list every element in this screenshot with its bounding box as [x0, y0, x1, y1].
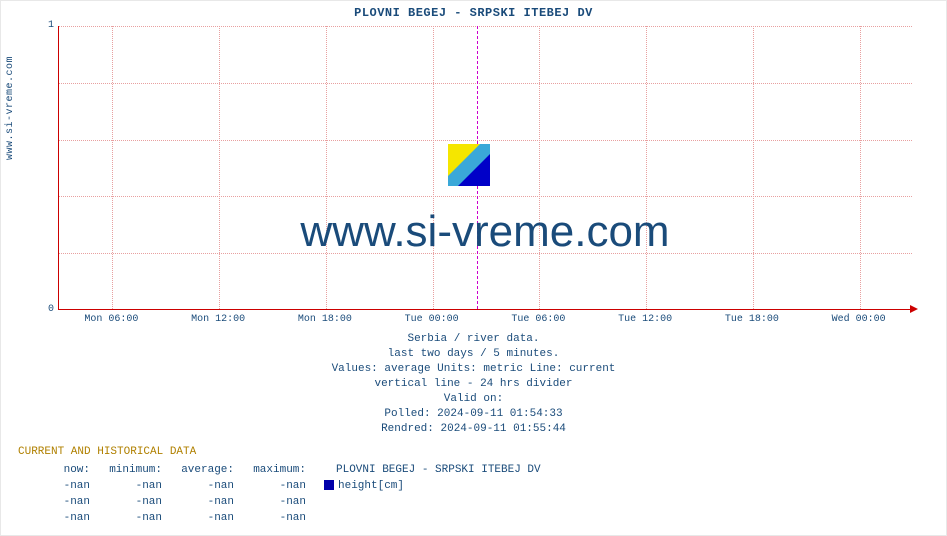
chart-frame: www.si-vreme.com PLOVNI BEGEJ - SRPSKI I…	[0, 0, 947, 536]
meta-line: Polled: 2024-09-11 01:54:33	[0, 407, 947, 422]
table-cell: -nan	[162, 510, 234, 526]
grid-line-h	[59, 253, 912, 254]
chart-metadata: Serbia / river data. last two days / 5 m…	[0, 332, 947, 437]
table-column-header: average:	[162, 462, 234, 478]
table-cell: -nan	[18, 510, 90, 526]
table-cell: -nan	[234, 478, 306, 494]
grid-line-v	[753, 26, 754, 309]
x-axis-arrow-icon	[910, 305, 918, 313]
table-cell: -nan	[162, 478, 234, 494]
meta-line: last two days / 5 minutes.	[0, 347, 947, 362]
table-cell: -nan	[18, 478, 90, 494]
x-axis-ticks: Mon 06:00 Mon 12:00 Mon 18:00 Tue 00:00 Tue …	[58, 314, 912, 328]
plot-area	[58, 26, 912, 310]
table-row: -nan-nan-nan-nan	[18, 510, 646, 526]
meta-line: Rendred: 2024-09-11 01:55:44	[0, 422, 947, 437]
grid-line-v	[112, 26, 113, 309]
series-label: PLOVNI BEGEJ - SRPSKI ITEBEJ DV	[306, 462, 646, 478]
grid-line-v	[539, 26, 540, 309]
x-tick-label: Wed 00:00	[832, 314, 886, 325]
table-column-header: now:	[18, 462, 90, 478]
data-table-header: CURRENT AND HISTORICAL DATA	[18, 444, 646, 460]
table-cell: -nan	[234, 494, 306, 510]
y-tick-label: 0	[40, 304, 54, 315]
x-tick-label: Tue 06:00	[511, 314, 565, 325]
grid-line-v	[860, 26, 861, 309]
grid-line-h	[59, 140, 912, 141]
grid-line-h	[59, 196, 912, 197]
grid-line-h	[59, 83, 912, 84]
data-table: CURRENT AND HISTORICAL DATA now:minimum:…	[18, 444, 646, 526]
meta-line: vertical line - 24 hrs divider	[0, 377, 947, 392]
grid-line-v	[646, 26, 647, 309]
table-cell: -nan	[90, 510, 162, 526]
x-tick-label: Tue 12:00	[618, 314, 672, 325]
table-cell: -nan	[162, 494, 234, 510]
table-row: -nan-nan-nan-nan	[18, 494, 646, 510]
table-row: -nan-nan-nan-nanheight[cm]	[18, 478, 646, 494]
y-axis-label: www.si-vreme.com	[5, 56, 16, 160]
table-column-header: maximum:	[234, 462, 306, 478]
meta-line: Values: average Units: metric Line: curr…	[0, 362, 947, 377]
chart-title: PLOVNI BEGEJ - SRPSKI ITEBEJ DV	[0, 6, 947, 20]
x-tick-label: Mon 18:00	[298, 314, 352, 325]
table-cell: -nan	[18, 494, 90, 510]
table-cell: -nan	[90, 478, 162, 494]
x-tick-label: Mon 12:00	[191, 314, 245, 325]
table-column-header: minimum:	[90, 462, 162, 478]
meta-line: Valid on:	[0, 392, 947, 407]
x-tick-label: Tue 18:00	[725, 314, 779, 325]
x-tick-label: Mon 06:00	[84, 314, 138, 325]
meta-line: Serbia / river data.	[0, 332, 947, 347]
grid-line-v	[219, 26, 220, 309]
grid-line-v	[433, 26, 434, 309]
legend-swatch-icon	[324, 480, 334, 490]
x-tick-label: Tue 00:00	[405, 314, 459, 325]
y-tick-label: 1	[40, 20, 54, 31]
grid-line-h	[59, 26, 912, 27]
divider-24h	[477, 26, 478, 309]
unit-label: height[cm]	[338, 480, 404, 492]
table-header-row: now:minimum:average:maximum:PLOVNI BEGEJ…	[18, 462, 646, 478]
table-cell: -nan	[90, 494, 162, 510]
grid-line-v	[326, 26, 327, 309]
table-cell: -nan	[234, 510, 306, 526]
